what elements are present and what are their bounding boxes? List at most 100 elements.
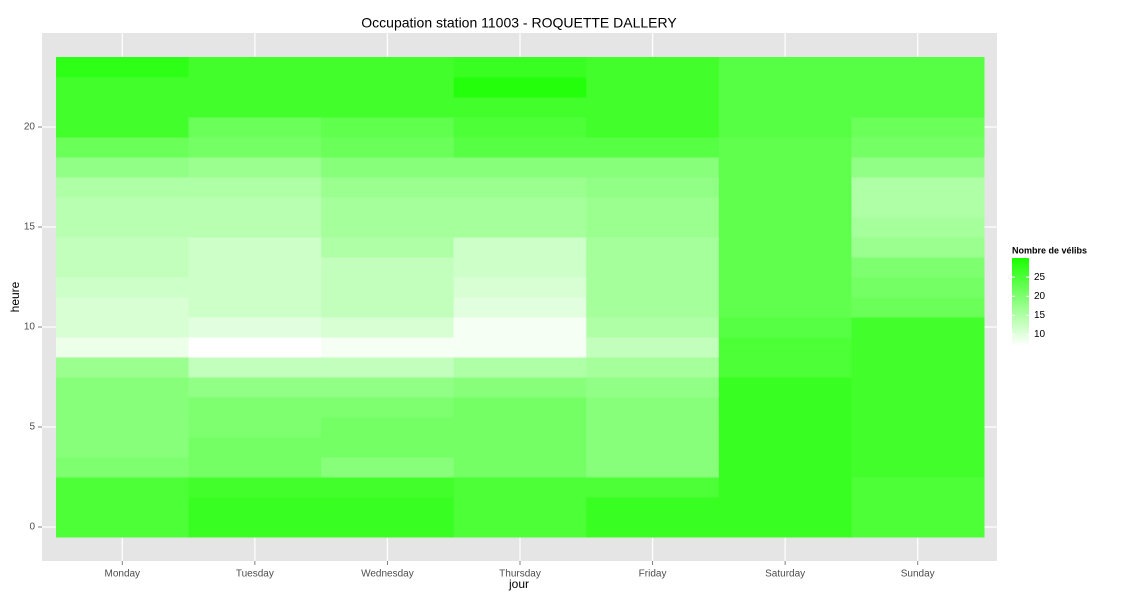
heat-cell (321, 137, 455, 158)
heat-cell (718, 277, 852, 298)
heat-cell (453, 297, 587, 318)
heat-cell (56, 117, 190, 138)
heat-cell (56, 217, 190, 238)
heat-cell (586, 97, 720, 118)
heat-cell (321, 297, 455, 318)
heat-cell (453, 177, 587, 198)
heat-cell (453, 117, 587, 138)
heat-cell (453, 477, 587, 498)
heat-cell (851, 437, 985, 458)
heat-cell (851, 97, 985, 118)
heat-cell (586, 377, 720, 398)
heat-cell (321, 157, 455, 178)
legend-tick-label: 25 (1034, 272, 1046, 283)
heat-cell (188, 397, 322, 418)
heat-cell (453, 217, 587, 238)
heat-cell (321, 177, 455, 198)
heat-cell (56, 237, 190, 258)
heat-cell (188, 177, 322, 198)
heat-cell (188, 97, 322, 118)
heat-cell (188, 337, 322, 358)
heat-cell (586, 357, 720, 378)
heat-cell (851, 297, 985, 318)
heat-cell (56, 517, 190, 538)
heat-cell (56, 437, 190, 458)
heat-cell (453, 157, 587, 178)
heat-cell (851, 357, 985, 378)
heat-cell (453, 517, 587, 538)
heat-cell (586, 337, 720, 358)
heat-cell (188, 217, 322, 238)
heat-cell (851, 397, 985, 418)
y-tick-label: 5 (29, 422, 35, 433)
heat-cell (188, 77, 322, 98)
heat-cell (586, 77, 720, 98)
heat-cell (586, 317, 720, 338)
heat-cell (56, 457, 190, 478)
heat-cell (718, 157, 852, 178)
heat-cell (718, 497, 852, 518)
heat-cell (321, 257, 455, 278)
heat-cell (56, 357, 190, 378)
heat-cell (188, 297, 322, 318)
heat-cell (851, 517, 985, 538)
heat-cell (718, 117, 852, 138)
x-tick-label: Monday (104, 569, 140, 580)
heat-cell (586, 157, 720, 178)
y-tick-label: 0 (29, 522, 35, 533)
heat-cell (188, 117, 322, 138)
heat-cell (851, 477, 985, 498)
heat-cell (851, 177, 985, 198)
heat-cell (453, 57, 587, 78)
heat-cell (718, 57, 852, 78)
x-tick-label: Saturday (765, 569, 805, 580)
heat-cell (586, 137, 720, 158)
heat-cell (851, 257, 985, 278)
heat-cell (718, 237, 852, 258)
heat-cell (188, 437, 322, 458)
heat-cell (188, 277, 322, 298)
heat-cell (718, 297, 852, 318)
x-tick-label: Tuesday (236, 569, 274, 580)
heat-cell (586, 277, 720, 298)
heat-cell (453, 437, 587, 458)
heat-cell (851, 117, 985, 138)
heat-cell (188, 197, 322, 218)
heat-cell (321, 117, 455, 138)
heat-cell (586, 257, 720, 278)
heat-cell (851, 237, 985, 258)
heat-cell (586, 437, 720, 458)
heat-cell (188, 477, 322, 498)
heat-cell (321, 317, 455, 338)
heat-cell (718, 397, 852, 418)
heat-cell (851, 337, 985, 358)
heat-cell (586, 477, 720, 498)
heat-cell (586, 397, 720, 418)
x-tick-label: Sunday (901, 569, 935, 580)
heat-cell (851, 277, 985, 298)
x-axis-title: jour (508, 577, 529, 591)
heat-cell (188, 497, 322, 518)
heat-cell (188, 457, 322, 478)
heat-cell (851, 217, 985, 238)
heat-cell (718, 457, 852, 478)
x-tick-label: Thursday (499, 569, 541, 580)
heat-cell (586, 417, 720, 438)
heat-cell (188, 237, 322, 258)
heat-cell (851, 157, 985, 178)
heat-cell (56, 197, 190, 218)
heat-cell (321, 517, 455, 538)
heat-cell (586, 517, 720, 538)
heat-cell (56, 477, 190, 498)
heat-cell (56, 257, 190, 278)
heat-cell (718, 517, 852, 538)
heat-cell (718, 437, 852, 458)
heat-cell (453, 357, 587, 378)
heat-cell (586, 497, 720, 518)
heat-cell (718, 97, 852, 118)
heat-cell (56, 277, 190, 298)
heat-cell (851, 137, 985, 158)
heat-cell (321, 357, 455, 378)
heat-cell (718, 357, 852, 378)
